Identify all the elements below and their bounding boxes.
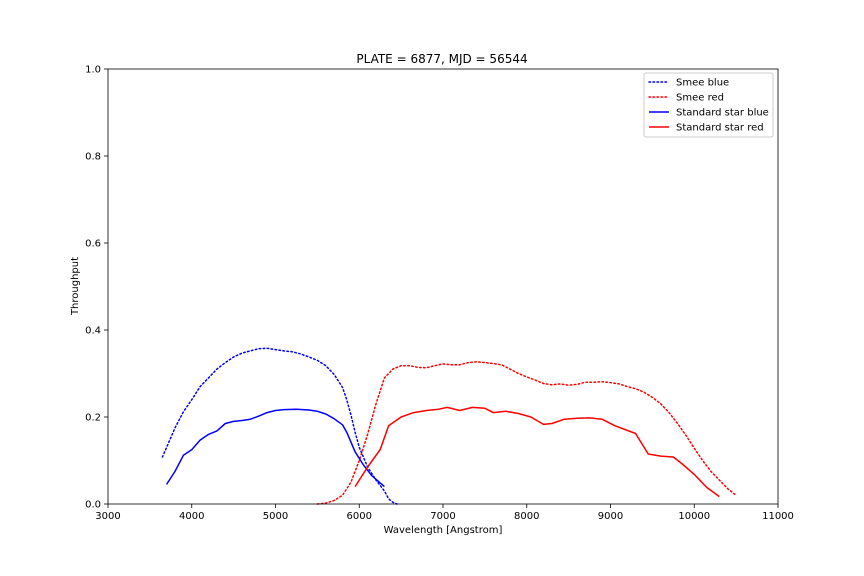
x-tick-label: 5000 (263, 511, 288, 522)
x-tick-label: 9000 (598, 511, 623, 522)
x-tick-label: 11000 (762, 511, 794, 522)
series-line-smee-red (316, 361, 737, 505)
y-axis-ticks: 0.0 0.2 0.4 0.6 0.8 1.0 (85, 65, 108, 511)
y-tick-label: 1.0 (85, 65, 101, 76)
legend-label: Standard star red (676, 123, 764, 134)
x-axis-ticks: 3000 4000 5000 6000 7000 8000 9000 10000 11000 (95, 504, 794, 522)
series-line-standard-star-blue (165, 408, 385, 488)
x-tick-label: 6000 (347, 511, 372, 522)
y-tick-label: 0.6 (85, 239, 101, 250)
plot-area: 3000 4000 5000 6000 7000 8000 9000 10000 11000 0… (85, 65, 794, 523)
legend-label: Standard star blue (676, 108, 769, 119)
x-tick-label: 3000 (95, 511, 120, 522)
chart-title: PLATE = 6877, MJD = 56544 (356, 52, 527, 66)
x-tick-label: 7000 (430, 511, 455, 522)
x-tick-label: 10000 (678, 511, 710, 522)
x-axis-label: Wavelength [Angstrom] (384, 525, 503, 536)
legend-label: Smee red (676, 93, 724, 104)
x-tick-label: 8000 (514, 511, 539, 522)
x-tick-label: 4000 (179, 511, 204, 522)
y-tick-label: 0.8 (85, 152, 101, 163)
legend-label: Smee blue (676, 78, 729, 89)
series-line-smee-blue (161, 347, 398, 505)
y-axis-label: Throughput (70, 257, 81, 316)
y-tick-label: 0.0 (85, 500, 101, 511)
series-layer (161, 347, 737, 505)
series-line-standard-star-red (354, 406, 720, 498)
legend-box (643, 72, 774, 138)
legend: Smee blue Smee red Standard star blue Stand… (643, 72, 774, 138)
y-tick-label: 0.4 (85, 326, 101, 337)
y-tick-label: 0.2 (85, 413, 101, 424)
